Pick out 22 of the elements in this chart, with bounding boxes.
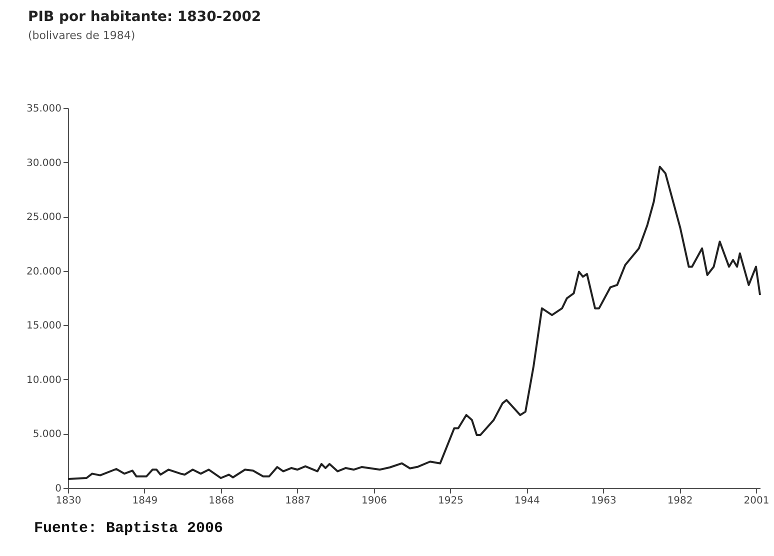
x-tick-label: 1906 <box>362 496 387 506</box>
x-tick-label: 1849 <box>132 496 158 506</box>
x-tick-label: 1982 <box>667 496 693 506</box>
chart-subtitle: (bolivares de 1984) <box>28 29 136 42</box>
x-tick-label: 1830 <box>56 496 82 506</box>
y-tick-label: 30.000 <box>26 158 62 169</box>
x-tick-label: 1925 <box>438 496 464 506</box>
line-series <box>67 166 761 480</box>
chart-title: PIB por habitante: 1830-2002 <box>28 9 262 25</box>
y-tick-label: 20.000 <box>26 266 62 278</box>
x-tick-label: 1963 <box>590 496 616 506</box>
y-tick-label: 35.000 <box>26 104 62 114</box>
y-tick-label: 5.000 <box>32 429 62 440</box>
y-tick-label: 10.000 <box>26 374 62 386</box>
y-tick-label: 0 <box>55 484 62 494</box>
y-tick-label: 25.000 <box>26 212 62 224</box>
x-tick-label: 2001 <box>744 496 770 506</box>
x-tick-label: 1887 <box>285 496 311 506</box>
y-tick-label: 15.000 <box>26 320 62 332</box>
x-tick-label: 1868 <box>208 496 234 506</box>
source-note: Fuente: Baptista 2006 <box>34 520 224 537</box>
x-tick-label: 1944 <box>514 496 540 506</box>
